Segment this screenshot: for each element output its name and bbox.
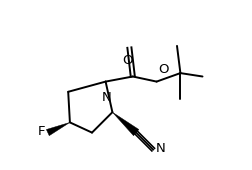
Text: F: F xyxy=(38,125,45,138)
Polygon shape xyxy=(112,112,139,136)
Text: N: N xyxy=(156,142,166,155)
Text: O: O xyxy=(158,64,169,76)
Text: O: O xyxy=(122,54,133,67)
Text: N: N xyxy=(102,91,111,104)
Polygon shape xyxy=(46,122,70,136)
